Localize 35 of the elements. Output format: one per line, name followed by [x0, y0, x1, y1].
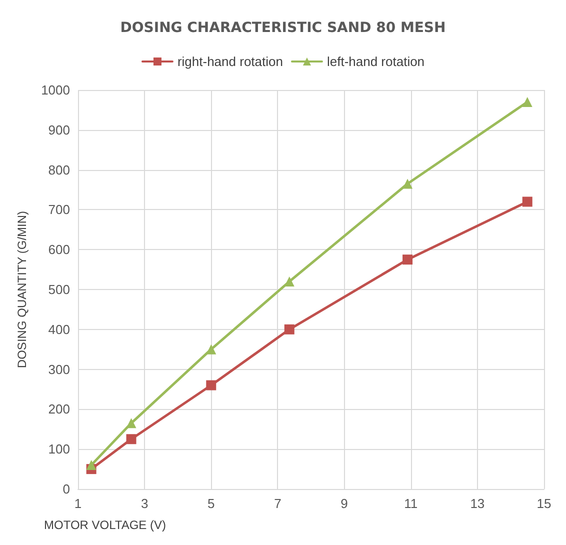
- point: [126, 418, 136, 428]
- legend-label: right-hand rotation: [177, 54, 283, 69]
- y-tick-label: 900: [48, 122, 70, 138]
- chart-title: DOSING CHARACTERISTIC SAND 80 MESH: [120, 20, 446, 36]
- point: [402, 254, 413, 265]
- point: [522, 196, 532, 207]
- x-axis-title: MOTOR VOLTAGE (V): [44, 518, 166, 532]
- y-tick-label: 300: [48, 362, 70, 377]
- y-tick-label: 500: [48, 282, 70, 297]
- x-tick-label: 13: [470, 496, 485, 511]
- point: [284, 324, 294, 334]
- y-tick-label: 0: [62, 482, 70, 496]
- point: [402, 178, 413, 189]
- y-tick-label: 600: [48, 242, 70, 258]
- x-tick-label: 5: [208, 496, 215, 511]
- y-tick-label: 1000: [41, 82, 70, 98]
- y-tick-label: 700: [48, 202, 70, 218]
- y-tick-label: 400: [48, 322, 70, 337]
- y-tick-label: 800: [48, 162, 70, 178]
- point: [206, 344, 216, 354]
- y-tick-label: 100: [48, 442, 70, 457]
- point: [126, 434, 136, 444]
- point: [206, 380, 216, 390]
- y-tick-label: 200: [48, 402, 70, 417]
- y-axis-title: DOSING QUANTITY (G/MIN): [15, 210, 29, 368]
- x-tick-label: 11: [404, 496, 418, 511]
- x-tick-label: 3: [140, 496, 148, 511]
- legend-label: left-hand rotation: [326, 54, 425, 69]
- point: [284, 276, 294, 287]
- x-tick-label: 9: [340, 496, 348, 511]
- x-tick-label: 15: [536, 496, 552, 511]
- point: [86, 460, 96, 470]
- x-tick-label: 7: [274, 496, 282, 511]
- point: [522, 96, 532, 107]
- x-tick-label: 1: [74, 496, 82, 511]
